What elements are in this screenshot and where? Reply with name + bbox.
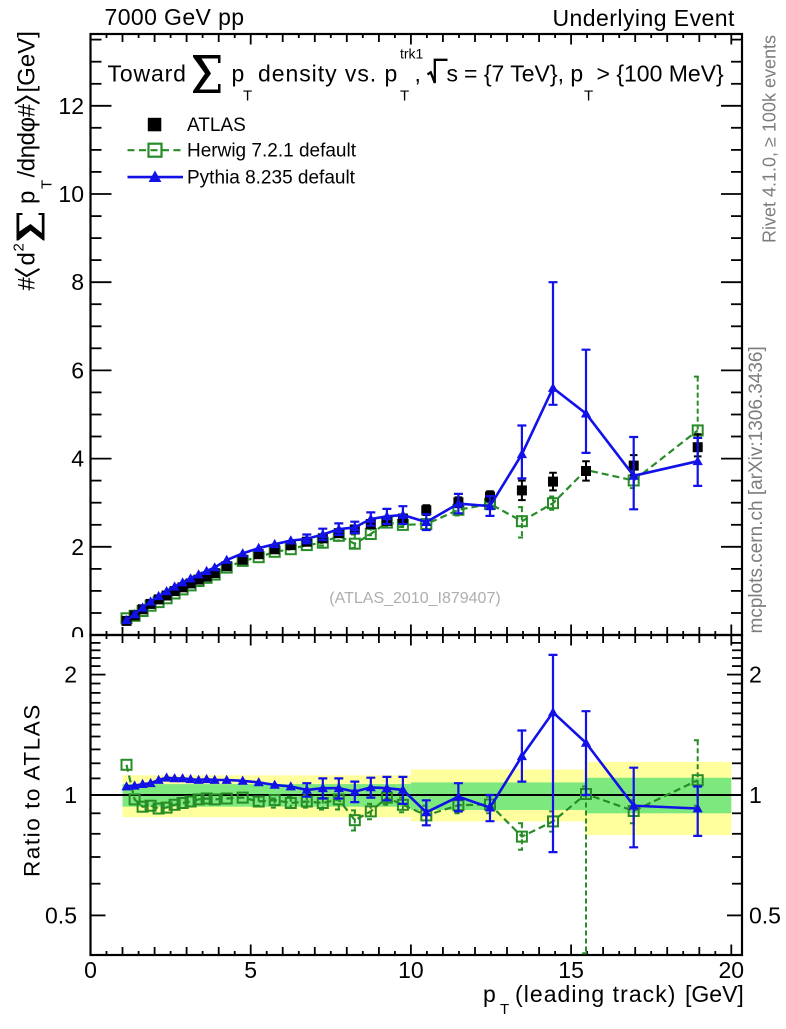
svg-text:= {7 TeV}, p: = {7 TeV}, p: [464, 61, 583, 87]
svg-text:d: d: [14, 252, 41, 265]
svg-text:trk1: trk1: [400, 46, 424, 62]
svg-text:Toward: Toward: [108, 61, 187, 87]
svg-text:10: 10: [58, 181, 84, 207]
svg-text:Pythia 8.235 default: Pythia 8.235 default: [187, 168, 356, 189]
svg-text:4: 4: [71, 446, 84, 472]
svg-text:Herwig 7.2.1 default: Herwig 7.2.1 default: [187, 141, 357, 162]
svg-text:[GeV]: [GeV]: [14, 31, 41, 92]
svg-text:T: T: [243, 88, 252, 105]
svg-text:,: ,: [415, 61, 421, 87]
svg-text:6: 6: [71, 357, 84, 383]
svg-text:Ratio to ATLAS: Ratio to ATLAS: [20, 703, 45, 877]
svg-text:ATLAS: ATLAS: [187, 115, 246, 136]
svg-text:Rivet 4.1.0, ≥ 100k events: Rivet 4.1.0, ≥ 100k events: [760, 35, 780, 243]
svg-text:T: T: [500, 1001, 509, 1018]
svg-text:7000 GeV pp: 7000 GeV pp: [105, 4, 245, 30]
svg-text:8: 8: [71, 269, 84, 295]
svg-text:(leading track): (leading track): [515, 981, 676, 1007]
svg-text:Underlying Event: Underlying Event: [553, 5, 736, 31]
svg-text:/dηdφ#: /dηdφ#: [14, 103, 41, 177]
svg-text:2: 2: [749, 662, 762, 688]
svg-text:density vs. p: density vs. p: [258, 61, 398, 87]
svg-text:(ATLAS_2010_I879407): (ATLAS_2010_I879407): [329, 590, 500, 607]
svg-text:> {100 MeV}: > {100 MeV}: [597, 61, 725, 87]
svg-text:p: p: [483, 981, 496, 1007]
svg-text:T: T: [39, 180, 56, 189]
svg-text:10: 10: [398, 957, 424, 983]
svg-text:12: 12: [58, 93, 84, 119]
svg-text:2: 2: [64, 662, 77, 688]
svg-text:2: 2: [11, 243, 28, 251]
svg-text:20: 20: [719, 957, 745, 983]
svg-text:0.5: 0.5: [749, 902, 781, 928]
svg-text:T: T: [584, 88, 593, 105]
svg-text:2: 2: [71, 534, 84, 560]
svg-text:1: 1: [64, 782, 77, 808]
svg-text:5: 5: [244, 957, 257, 983]
svg-text:15: 15: [558, 957, 584, 983]
svg-text:p: p: [232, 61, 245, 87]
svg-text:#: #: [14, 277, 41, 291]
svg-text:0: 0: [84, 957, 97, 983]
svg-text:[GeV]: [GeV]: [685, 981, 744, 1007]
svg-text:1: 1: [749, 782, 762, 808]
svg-text:mcplots.cern.ch [arXiv:1306.34: mcplots.cern.ch [arXiv:1306.3436]: [746, 346, 767, 633]
svg-text:T: T: [400, 88, 409, 105]
svg-text:0.5: 0.5: [45, 902, 77, 928]
svg-text:s: s: [447, 61, 459, 87]
svg-text:p: p: [14, 191, 41, 204]
